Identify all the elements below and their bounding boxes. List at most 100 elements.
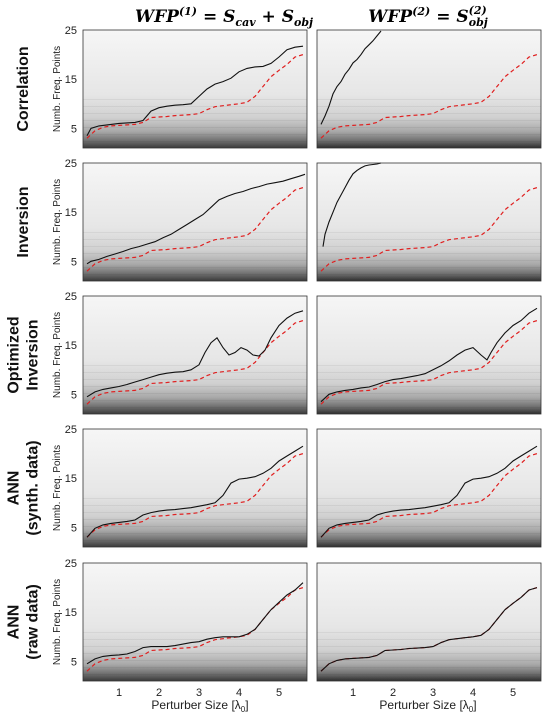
column-title-wfp1: WFP(1) = Scav + Sobj <box>135 5 313 29</box>
heatmap-background <box>83 296 307 414</box>
row-label: ANN <box>6 471 23 506</box>
heatmap-row-edge <box>83 372 307 373</box>
heatmap-row-edge <box>83 393 307 394</box>
heatmap-row-edge <box>317 120 541 121</box>
heatmap-row-edge <box>83 386 307 387</box>
panel-frame <box>316 162 542 282</box>
x-tick-label: 5 <box>276 687 282 699</box>
heatmap-background <box>317 30 541 148</box>
y-tick-label: 15 <box>65 607 77 619</box>
heatmap-row-edge <box>83 120 307 121</box>
y-tick-label: 5 <box>71 256 77 268</box>
y-tick-label: 5 <box>71 656 77 668</box>
heatmap-row-edge <box>83 540 307 541</box>
y-axis-label: Numb. Freq. Points <box>52 579 63 665</box>
solid-series-line <box>320 307 538 403</box>
panel-frame <box>316 29 542 149</box>
dashed-series-line <box>86 453 304 538</box>
panel-r3-c1 <box>316 428 542 548</box>
heatmap-row-edge <box>317 540 541 541</box>
x-tick-label: 4 <box>470 687 476 699</box>
row-label: ANN <box>6 605 23 640</box>
solid-series-line <box>322 162 382 247</box>
heatmap-row-edge <box>317 653 541 654</box>
solid-series-line <box>86 582 304 665</box>
row-label: Inversion <box>25 319 42 390</box>
solid-series-line <box>86 310 304 398</box>
heatmap-background <box>317 429 541 547</box>
heatmap-row-edge <box>83 674 307 675</box>
heatmap-row-edge <box>317 372 541 373</box>
heatmap-row-edge <box>317 260 541 261</box>
heatmap-row-edge <box>83 127 307 128</box>
heatmap-row-edge <box>83 141 307 142</box>
heatmap-row-edge <box>317 274 541 275</box>
heatmap-row-edge <box>83 667 307 668</box>
x-tick-label: 3 <box>196 687 202 699</box>
x-tick-label: 3 <box>430 687 436 699</box>
dashed-series-line <box>320 54 538 139</box>
y-tick-label: 5 <box>71 123 77 135</box>
heatmap-row-edge <box>317 660 541 661</box>
heatmap-row-edge <box>83 653 307 654</box>
column-title-wfp2: WFP(2) = S(2) obj <box>368 4 488 29</box>
heatmap-row-edge <box>317 407 541 408</box>
panel-frame <box>316 562 542 682</box>
solid-series-line <box>320 30 382 125</box>
y-tick-label: 15 <box>65 207 77 219</box>
heatmap-background <box>83 429 307 547</box>
heatmap-row-edge <box>83 660 307 661</box>
heatmap-row-edge <box>83 253 307 254</box>
y-tick-label: 25 <box>65 291 77 303</box>
panel-r0-c1 <box>316 29 542 149</box>
dashed-series-line <box>320 320 538 405</box>
heatmap-row-edge <box>83 232 307 233</box>
heatmap-row-edge <box>317 232 541 233</box>
heatmap-row-edge <box>317 639 541 640</box>
heatmap-row-edge <box>83 365 307 366</box>
heatmap-row-edge <box>317 127 541 128</box>
y-tick-label: 25 <box>65 424 77 436</box>
heatmap-row-edge <box>317 632 541 633</box>
panel-frame <box>316 295 542 415</box>
y-tick-label: 15 <box>65 340 77 352</box>
row-label: (synth. data) <box>25 440 42 535</box>
solid-series-line <box>86 445 304 538</box>
heatmap-row-edge <box>83 519 307 520</box>
heatmap-row-edge <box>317 267 541 268</box>
x-tick-label: 1 <box>116 687 122 699</box>
solid-series-line <box>86 173 306 265</box>
heatmap-row-edge <box>83 632 307 633</box>
heatmap-row-edge <box>83 407 307 408</box>
panel-frame <box>82 295 308 415</box>
panel-r1-c1 <box>316 162 542 282</box>
y-tick-label: 25 <box>65 558 77 570</box>
solid-series-line <box>86 45 304 136</box>
x-tick-label: 2 <box>156 687 162 699</box>
row-label: Inversion <box>15 186 32 257</box>
panel-frame <box>82 29 308 149</box>
y-tick-label: 5 <box>71 522 77 534</box>
heatmap-background <box>83 30 307 148</box>
heatmap-row-edge <box>317 239 541 240</box>
heatmap-row-edge <box>317 519 541 520</box>
x-axis-label-left: Perturber Size [λ0] <box>151 698 248 714</box>
heatmap-row-edge <box>83 639 307 640</box>
panel-frame <box>82 562 308 682</box>
heatmap-row-edge <box>317 498 541 499</box>
heatmap-row-edge <box>317 505 541 506</box>
panel-frame <box>82 162 308 282</box>
heatmap-row-edge <box>83 106 307 107</box>
panel-frame <box>82 428 308 548</box>
heatmap-row-edge <box>83 134 307 135</box>
row-label: Optimized <box>6 316 23 393</box>
dashed-series-line <box>320 453 538 538</box>
y-axis-label: Numb. Freq. Points <box>52 179 63 265</box>
y-tick-label: 15 <box>65 74 77 86</box>
